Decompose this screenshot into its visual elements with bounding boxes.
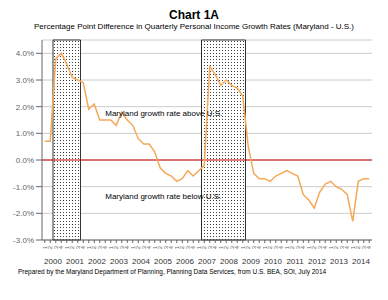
svg-text:3: 3 xyxy=(52,246,59,250)
svg-text:2: 2 xyxy=(113,246,120,250)
svg-text:3: 3 xyxy=(360,246,367,250)
svg-text:0.0%: 0.0% xyxy=(16,156,34,165)
svg-text:1: 1 xyxy=(63,246,70,250)
svg-text:4.0%: 4.0% xyxy=(16,49,34,58)
svg-text:3: 3 xyxy=(184,246,191,250)
svg-text:2: 2 xyxy=(355,246,362,250)
svg-text:2: 2 xyxy=(333,246,340,250)
svg-text:1: 1 xyxy=(41,246,48,250)
svg-text:1: 1 xyxy=(239,246,246,250)
svg-text:1: 1 xyxy=(151,246,158,250)
svg-text:2: 2 xyxy=(135,246,142,250)
svg-text:2: 2 xyxy=(179,246,186,250)
svg-text:3: 3 xyxy=(140,246,147,250)
svg-text:3: 3 xyxy=(294,246,301,250)
svg-text:4: 4 xyxy=(146,246,153,250)
svg-text:2011: 2011 xyxy=(286,257,304,266)
svg-text:2000: 2000 xyxy=(44,257,62,266)
svg-text:2003: 2003 xyxy=(110,257,128,266)
svg-text:1: 1 xyxy=(261,246,268,250)
svg-text:2: 2 xyxy=(69,246,76,250)
html-text:Chart 1A: Chart 1A xyxy=(169,8,219,22)
svg-text:2010: 2010 xyxy=(264,257,282,266)
svg-text:1: 1 xyxy=(85,246,92,250)
svg-text:2009: 2009 xyxy=(242,257,260,266)
svg-text:2006: 2006 xyxy=(176,257,194,266)
svg-text:3: 3 xyxy=(316,246,323,250)
svg-text:2002: 2002 xyxy=(88,257,106,266)
svg-text:2: 2 xyxy=(157,246,164,250)
html-text:Prepared by the Maryland Depar: Prepared by the Maryland Department of P… xyxy=(18,268,327,275)
svg-text:-1.0%: -1.0% xyxy=(13,183,34,192)
svg-text:4: 4 xyxy=(300,246,307,250)
svg-text:1.0%: 1.0% xyxy=(16,129,34,138)
svg-text:3: 3 xyxy=(250,246,257,250)
svg-text:2: 2 xyxy=(91,246,98,250)
svg-text:4: 4 xyxy=(168,246,175,250)
svg-text:-3.0%: -3.0% xyxy=(13,236,34,245)
svg-text:1: 1 xyxy=(195,246,202,250)
svg-text:4: 4 xyxy=(234,246,241,250)
svg-text:2: 2 xyxy=(245,246,252,250)
svg-text:2005: 2005 xyxy=(154,257,172,266)
svg-text:3: 3 xyxy=(206,246,213,250)
svg-text:4: 4 xyxy=(190,246,197,250)
svg-text:2013: 2013 xyxy=(330,257,348,266)
svg-text:2.0%: 2.0% xyxy=(16,103,34,112)
html-text:Percentage Point Difference in: Percentage Point Difference in Quarterly… xyxy=(34,22,354,31)
svg-text:2: 2 xyxy=(311,246,318,250)
svg-text:2014: 2014 xyxy=(352,257,370,266)
svg-text:1: 1 xyxy=(305,246,312,250)
svg-text:4: 4 xyxy=(366,245,372,249)
svg-text:-2.0%: -2.0% xyxy=(13,209,34,218)
svg-text:3.0%: 3.0% xyxy=(16,76,34,85)
svg-text:4: 4 xyxy=(278,246,285,250)
svg-text:Maryland growth rate above U.S: Maryland growth rate above U.S. xyxy=(105,109,222,118)
svg-text:3: 3 xyxy=(162,246,169,250)
svg-text:4: 4 xyxy=(58,246,65,250)
svg-text:4: 4 xyxy=(102,246,109,250)
svg-text:4: 4 xyxy=(256,246,263,250)
svg-text:3: 3 xyxy=(338,246,345,250)
svg-text:2012: 2012 xyxy=(308,257,326,266)
svg-text:2001: 2001 xyxy=(66,257,84,266)
svg-text:1: 1 xyxy=(349,246,356,250)
svg-text:1: 1 xyxy=(129,246,136,250)
svg-text:2: 2 xyxy=(223,246,230,250)
svg-text:3: 3 xyxy=(272,246,279,250)
svg-text:1: 1 xyxy=(217,246,224,250)
svg-text:4: 4 xyxy=(344,246,351,250)
svg-text:2008: 2008 xyxy=(220,257,238,266)
svg-text:1: 1 xyxy=(107,246,114,250)
svg-text:2004: 2004 xyxy=(132,257,150,266)
svg-text:3: 3 xyxy=(74,246,81,250)
svg-text:2: 2 xyxy=(267,246,274,250)
svg-text:2: 2 xyxy=(201,246,208,250)
svg-text:2007: 2007 xyxy=(198,257,216,266)
svg-text:2: 2 xyxy=(289,246,296,250)
svg-text:Maryland growth rate below U.S: Maryland growth rate below U.S. xyxy=(105,192,221,201)
svg-text:1: 1 xyxy=(283,246,290,250)
svg-text:3: 3 xyxy=(118,246,125,250)
svg-text:1: 1 xyxy=(327,246,334,250)
svg-text:3: 3 xyxy=(96,246,103,250)
svg-text:2: 2 xyxy=(47,246,54,250)
svg-text:4: 4 xyxy=(212,246,219,250)
svg-text:4: 4 xyxy=(124,246,131,250)
svg-text:3: 3 xyxy=(228,246,235,250)
svg-text:4: 4 xyxy=(322,246,329,250)
svg-text:1: 1 xyxy=(173,246,180,250)
svg-text:4: 4 xyxy=(80,246,87,250)
